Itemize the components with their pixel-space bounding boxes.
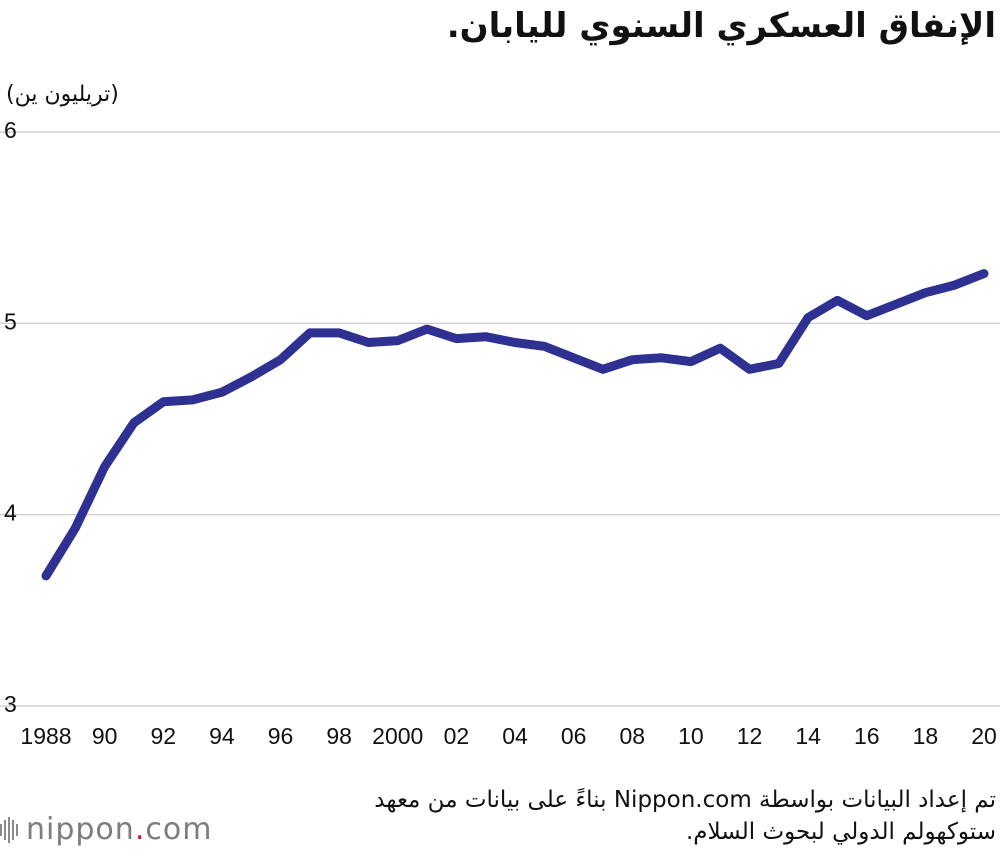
- nippon-logo[interactable]: nippon.com: [0, 812, 212, 847]
- nippon-bars-logo-icon: [0, 816, 18, 843]
- y-tick-label: 4: [4, 500, 17, 526]
- x-tick-label: 1988: [20, 723, 71, 749]
- x-tick-label: 96: [268, 723, 294, 749]
- logo-suffix: com: [145, 812, 213, 847]
- x-tick-label: 04: [502, 723, 528, 749]
- y-tick-label: 6: [4, 117, 17, 143]
- x-tick-label: 16: [854, 723, 880, 749]
- x-tick-label: 92: [150, 723, 176, 749]
- series-line: [41, 269, 989, 581]
- source-note: تم إعداد البيانات بواسطة Nippon.com بناء…: [374, 787, 996, 845]
- y-axis-ticks: 3 4 5 6: [4, 117, 17, 717]
- gridlines: [0, 131, 1000, 707]
- x-tick-label: 94: [209, 723, 235, 749]
- series-lines: [41, 269, 989, 581]
- logo-dot: .: [134, 812, 146, 847]
- y-tick-label: 5: [4, 308, 17, 334]
- x-tick-label: 20: [971, 723, 997, 749]
- x-tick-label: 10: [678, 723, 704, 749]
- logo-name: nippon: [26, 812, 135, 847]
- x-tick-label: 12: [737, 723, 763, 749]
- x-tick-label: 2000: [372, 723, 423, 749]
- x-tick-label: 90: [92, 723, 118, 749]
- x-tick-label: 98: [326, 723, 352, 749]
- y-tick-label: 3: [4, 691, 17, 717]
- x-tick-label: 08: [619, 723, 645, 749]
- chart-title: الإنفاق العسكري السنوي لليابان.: [446, 6, 996, 46]
- x-tick-label: 18: [913, 723, 939, 749]
- x-tick-label: 06: [561, 723, 587, 749]
- x-axis-ticks: 1988 90 92 94 96 98 2000 02 04 06 08 10 12 14 16 18 20: [20, 723, 996, 749]
- x-tick-label: 02: [444, 723, 470, 749]
- logo-wordmark: nippon.com: [26, 812, 212, 847]
- x-tick-label: 14: [795, 723, 821, 749]
- y-axis-unit-label: (تريليون ين): [6, 82, 119, 107]
